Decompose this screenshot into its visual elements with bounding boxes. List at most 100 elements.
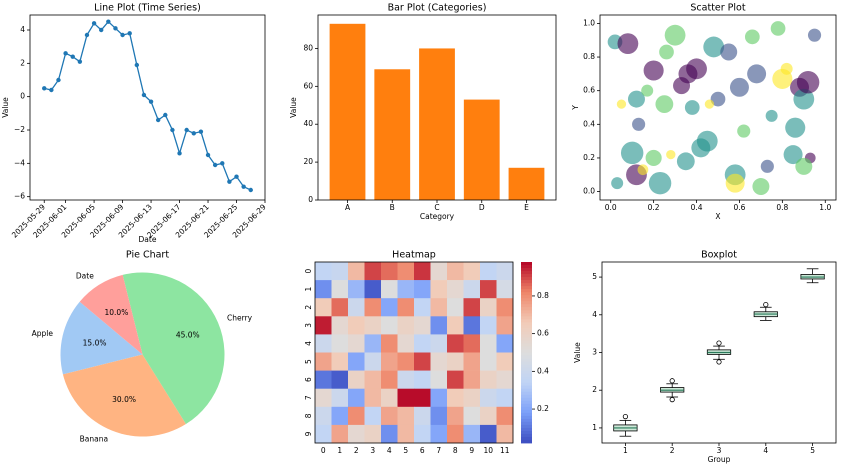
colorbar-step xyxy=(521,382,532,387)
scatter-point xyxy=(765,109,778,122)
scatter-point xyxy=(720,43,738,61)
heat-cell xyxy=(463,352,481,371)
heat-cell xyxy=(315,424,332,444)
heat-cell xyxy=(463,388,481,408)
flier xyxy=(669,378,675,384)
colorbar-tick-label: 0.2 xyxy=(537,404,549,413)
colorbar-step xyxy=(521,406,532,411)
bar xyxy=(508,167,545,200)
y-tick-label: 0.2 xyxy=(583,153,595,162)
colorbar-step xyxy=(521,370,532,375)
chart-title: Pie Chart xyxy=(126,250,169,261)
colorbar-tick-label: 0.6 xyxy=(537,329,549,338)
scatter-point xyxy=(807,28,822,42)
colorbar-step xyxy=(521,298,532,302)
slice-value: 10.0% xyxy=(105,308,129,317)
x-tick-label: 9 xyxy=(469,446,474,455)
y-tick-label: 3 xyxy=(592,348,597,357)
scatter-point xyxy=(770,21,786,36)
point xyxy=(148,99,154,104)
x-tick-label: 0.8 xyxy=(776,203,788,212)
colorbar-step xyxy=(521,412,532,417)
colorbar-step xyxy=(521,316,532,320)
x-axis-label: Category xyxy=(420,212,455,221)
scatter-point xyxy=(655,95,674,114)
heat-cell xyxy=(364,316,382,335)
point xyxy=(77,59,83,64)
heat-cell xyxy=(430,298,448,317)
y-tick-label: 0 xyxy=(304,268,313,273)
heat-cell xyxy=(430,262,448,281)
y-tick-label: −2 xyxy=(14,125,25,134)
point xyxy=(42,86,47,91)
y-tick-label: 2 xyxy=(20,58,25,67)
heat-cell xyxy=(480,280,497,299)
heat-cell xyxy=(414,334,431,353)
heat-cell xyxy=(480,406,497,426)
x-tick-label: 3 xyxy=(717,446,722,455)
scatter-point xyxy=(666,149,676,160)
heat-cell xyxy=(496,370,514,389)
heat-cell xyxy=(480,352,497,371)
x-tick-label: 4 xyxy=(387,446,392,455)
colorbar-step xyxy=(521,403,532,408)
axes-frame xyxy=(599,14,837,201)
colorbar-step xyxy=(521,337,532,341)
point xyxy=(99,27,104,33)
heat-cell xyxy=(331,280,349,299)
heat-cell xyxy=(496,316,514,335)
point xyxy=(212,162,218,168)
colorbar-step xyxy=(521,373,532,378)
heat-cell xyxy=(447,424,464,444)
y-tick-label: 0.0 xyxy=(583,187,595,196)
y-axis-label: Y xyxy=(571,105,580,111)
heat-cell xyxy=(381,352,398,371)
y-tick-label: 2 xyxy=(592,385,597,394)
point xyxy=(134,62,140,68)
heat-cell xyxy=(480,424,497,444)
colorbar-step xyxy=(521,439,532,444)
scatter-point xyxy=(703,36,725,58)
heat-cell xyxy=(381,280,398,299)
colorbar-step xyxy=(521,307,532,311)
heat-cell xyxy=(315,280,332,299)
heat-cell xyxy=(331,424,349,444)
point xyxy=(113,26,118,31)
flier xyxy=(622,414,629,420)
x-tick-label: D xyxy=(479,203,485,212)
colorbar-step xyxy=(521,301,532,305)
point xyxy=(127,31,132,36)
x-tick-label: 5 xyxy=(810,446,815,455)
heat-cell xyxy=(331,334,349,353)
y-tick-label: 1 xyxy=(304,287,313,292)
slice-value: 30.0% xyxy=(112,395,136,404)
x-tick-label: 4 xyxy=(763,446,768,455)
colorbar-step xyxy=(521,418,532,423)
heat-cell xyxy=(348,388,365,408)
colorbar-step xyxy=(521,430,532,435)
x-tick-label: 0.2 xyxy=(648,203,660,212)
y-tick-label: 4 xyxy=(20,25,25,34)
heat-cell xyxy=(381,262,398,281)
point xyxy=(227,179,232,184)
colorbar-step xyxy=(521,319,532,323)
heat-cell xyxy=(447,316,464,335)
pie-slice xyxy=(62,354,186,437)
heat-cell xyxy=(364,388,382,408)
chart-title: Heatmap xyxy=(392,250,436,261)
slice-label: Date xyxy=(76,272,94,281)
heat-cell xyxy=(463,370,481,389)
colorbar-step xyxy=(521,385,532,390)
scatter-point xyxy=(760,159,774,173)
heat-cell xyxy=(496,262,514,281)
heat-cell xyxy=(447,280,464,299)
colorbar-step xyxy=(521,262,532,266)
bar xyxy=(329,23,366,200)
colorbar-step xyxy=(521,388,532,393)
heat-cell xyxy=(496,298,514,317)
x-tick-label: 6 xyxy=(420,446,425,455)
heat-cell xyxy=(414,352,431,371)
heat-cell xyxy=(348,334,365,353)
heat-cell xyxy=(331,352,349,371)
x-tick-label: 1 xyxy=(337,446,342,455)
